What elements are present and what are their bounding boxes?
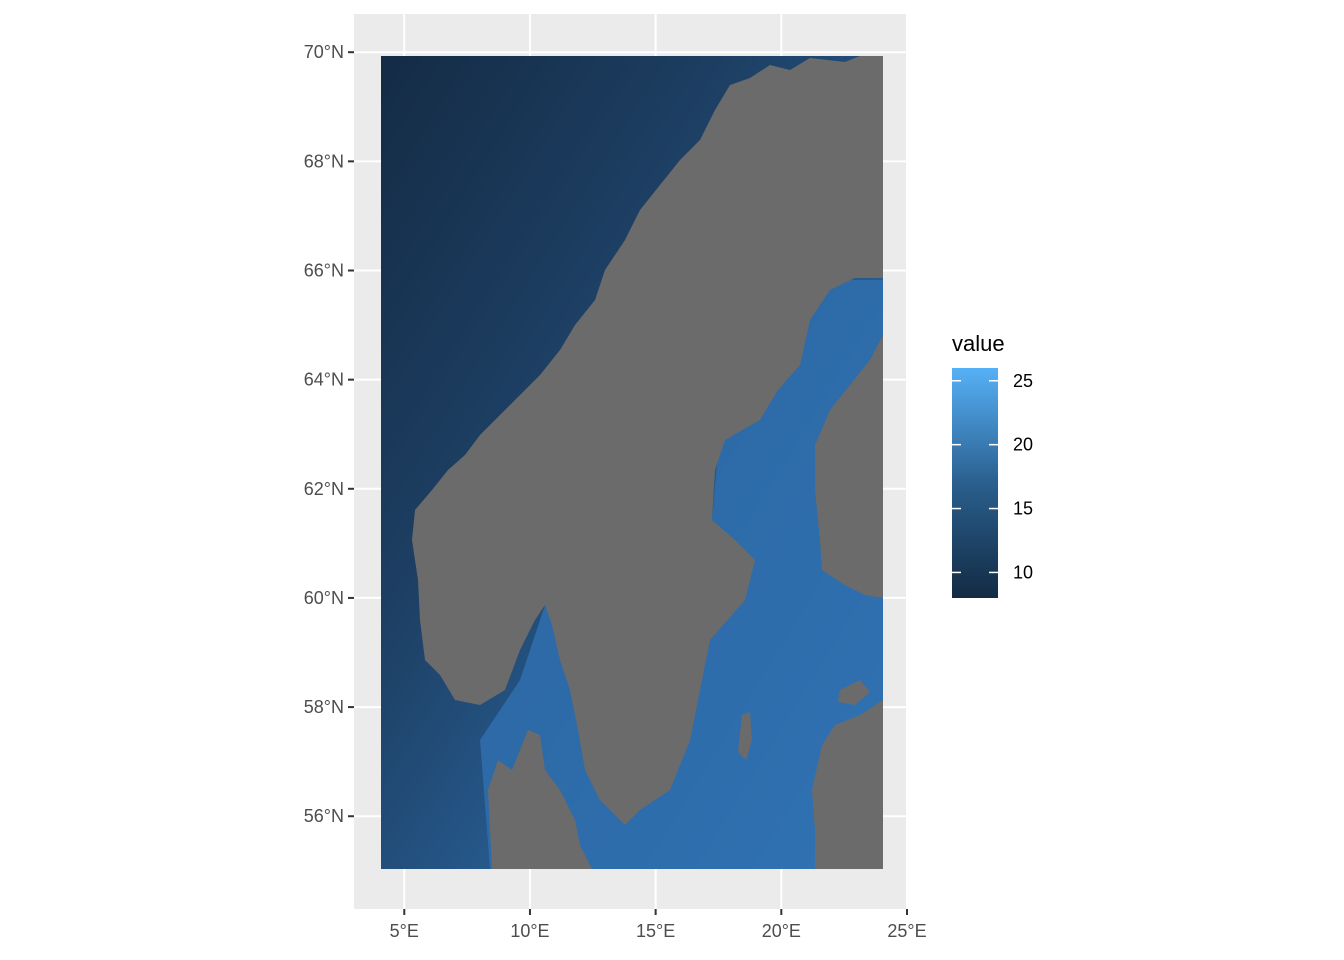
x-tick-label: 10°E bbox=[510, 921, 549, 941]
legend-colorbar bbox=[952, 368, 998, 598]
raster-layer bbox=[381, 56, 883, 869]
x-axis: 5°E 10°E 15°E 20°E 25°E bbox=[390, 909, 927, 941]
y-tick-label: 68°N bbox=[304, 151, 344, 171]
x-tick-label: 5°E bbox=[390, 921, 419, 941]
baltic-sea-area bbox=[480, 280, 883, 869]
y-tick-label: 70°N bbox=[304, 42, 344, 62]
y-tick-label: 56°N bbox=[304, 806, 344, 826]
y-tick-label: 62°N bbox=[304, 479, 344, 499]
x-tick-label: 15°E bbox=[636, 921, 675, 941]
gotland-land bbox=[738, 712, 752, 760]
legend-tick-label: 15 bbox=[1013, 499, 1033, 519]
legend-tick-label: 10 bbox=[1013, 562, 1033, 582]
legend-title: value bbox=[952, 331, 1005, 356]
x-tick-label: 20°E bbox=[762, 921, 801, 941]
baltic-states-land bbox=[812, 700, 883, 869]
denmark-land bbox=[488, 730, 592, 869]
y-tick-label: 58°N bbox=[304, 697, 344, 717]
saaremaa-land bbox=[838, 680, 870, 705]
legend-tick-label: 25 bbox=[1013, 371, 1033, 391]
legend-tick-label: 20 bbox=[1013, 435, 1033, 455]
finland-land bbox=[815, 335, 883, 598]
x-tick-label: 25°E bbox=[887, 921, 926, 941]
y-tick-label: 66°N bbox=[304, 260, 344, 280]
y-tick-label: 60°N bbox=[304, 588, 344, 608]
scandinavia-land bbox=[412, 56, 883, 825]
y-tick-label: 64°N bbox=[304, 370, 344, 390]
legend: value 25 20 15 10 bbox=[952, 331, 1033, 598]
y-axis: 56°N 58°N 60°N 62°N 64°N 66°N 68°N 70°N bbox=[304, 42, 354, 826]
legend-ticks: 25 20 15 10 bbox=[952, 371, 1033, 582]
